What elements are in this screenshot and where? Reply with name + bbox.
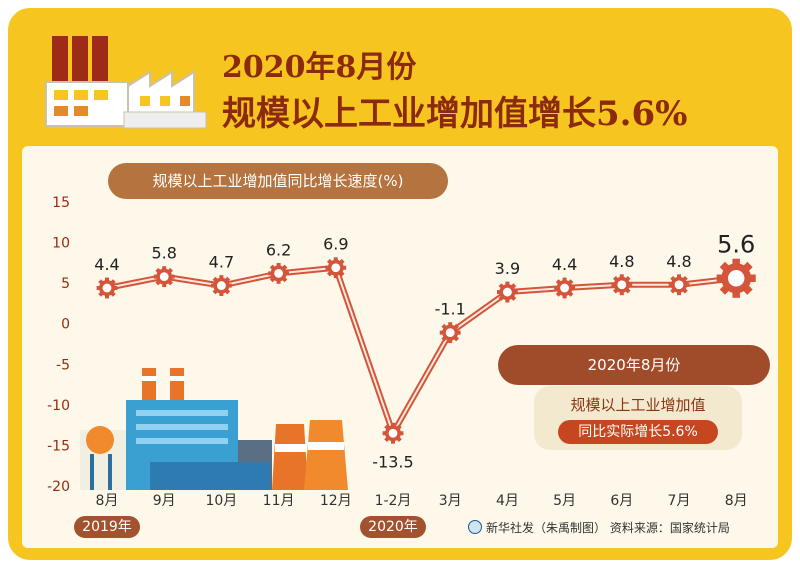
x-tick-label: 6月 bbox=[610, 493, 633, 509]
xinhua-logo-icon bbox=[468, 520, 482, 534]
gear-marker bbox=[668, 274, 690, 296]
gear-marker bbox=[439, 322, 461, 344]
x-tick-label: 11月 bbox=[263, 493, 295, 509]
gear-marker bbox=[382, 422, 404, 444]
legend-line2: 同比实际增长5.6% bbox=[558, 420, 718, 444]
data-label: 4.8 bbox=[666, 252, 691, 271]
year-tag-2019: 2019年 bbox=[74, 516, 140, 538]
data-label: 4.8 bbox=[609, 252, 634, 271]
x-tick-label: 12月 bbox=[320, 493, 352, 509]
y-tick-label: -10 bbox=[47, 398, 70, 414]
x-tick-label: 8月 bbox=[96, 493, 119, 509]
gear-marker bbox=[96, 277, 118, 299]
data-label: 5.6 bbox=[717, 230, 755, 258]
x-tick-label: 8月 bbox=[725, 493, 748, 509]
gear-marker bbox=[210, 275, 232, 296]
factory-building-icon bbox=[80, 368, 348, 490]
highlight-gear-marker bbox=[716, 258, 756, 298]
data-label: 5.8 bbox=[151, 244, 176, 263]
gear-marker bbox=[554, 277, 576, 299]
gear-marker bbox=[611, 274, 633, 296]
page-title: 2020年8月份 bbox=[222, 50, 417, 85]
x-tick-label: 3月 bbox=[439, 493, 462, 509]
x-tick-label: 1-2月 bbox=[375, 493, 412, 509]
data-label: 4.4 bbox=[94, 255, 119, 274]
y-tick-label: 0 bbox=[61, 317, 70, 333]
y-tick-label: 15 bbox=[52, 195, 70, 211]
legend-line1: 规模以上工业增加值 bbox=[570, 396, 706, 414]
factory-icon bbox=[45, 36, 207, 129]
x-tick-label: 9月 bbox=[153, 493, 176, 509]
gear-marker bbox=[153, 266, 175, 288]
y-tick-label: 5 bbox=[61, 276, 70, 292]
x-tick-label: 5月 bbox=[553, 493, 576, 509]
year-tag-2020: 2020年 bbox=[360, 516, 426, 538]
data-label: 6.2 bbox=[266, 240, 291, 259]
data-label: 6.9 bbox=[323, 235, 348, 254]
data-label: -1.1 bbox=[435, 300, 466, 319]
data-label: -13.5 bbox=[372, 452, 413, 471]
y-tick-label: -5 bbox=[56, 357, 70, 373]
x-tick-label: 4月 bbox=[496, 493, 519, 509]
credit-text: 新华社发（朱禹制图） 资料来源：国家统计局 bbox=[486, 521, 730, 535]
y-tick-label: 10 bbox=[52, 236, 70, 252]
data-label: 4.4 bbox=[552, 255, 577, 274]
y-tick-label: -20 bbox=[47, 479, 70, 495]
gear-marker bbox=[325, 257, 347, 279]
gear-marker bbox=[496, 281, 518, 303]
source-credit: 新华社发（朱禹制图） 资料来源：国家统计局 bbox=[468, 519, 730, 536]
legend-box: 规模以上工业增加值 同比实际增长5.6% bbox=[534, 386, 742, 450]
gear-marker bbox=[268, 262, 290, 284]
y-tick-label: -15 bbox=[47, 438, 70, 454]
chart-subtitle: 规模以上工业增加值同比增长速度(%) bbox=[108, 163, 448, 199]
data-label: 3.9 bbox=[495, 259, 520, 278]
x-tick-label: 10月 bbox=[205, 493, 237, 509]
data-label: 4.7 bbox=[209, 253, 234, 272]
page-headline: 规模以上工业增加值增长5.6% bbox=[222, 94, 688, 134]
x-tick-label: 7月 bbox=[668, 493, 691, 509]
legend-header: 2020年8月份 bbox=[498, 345, 770, 385]
